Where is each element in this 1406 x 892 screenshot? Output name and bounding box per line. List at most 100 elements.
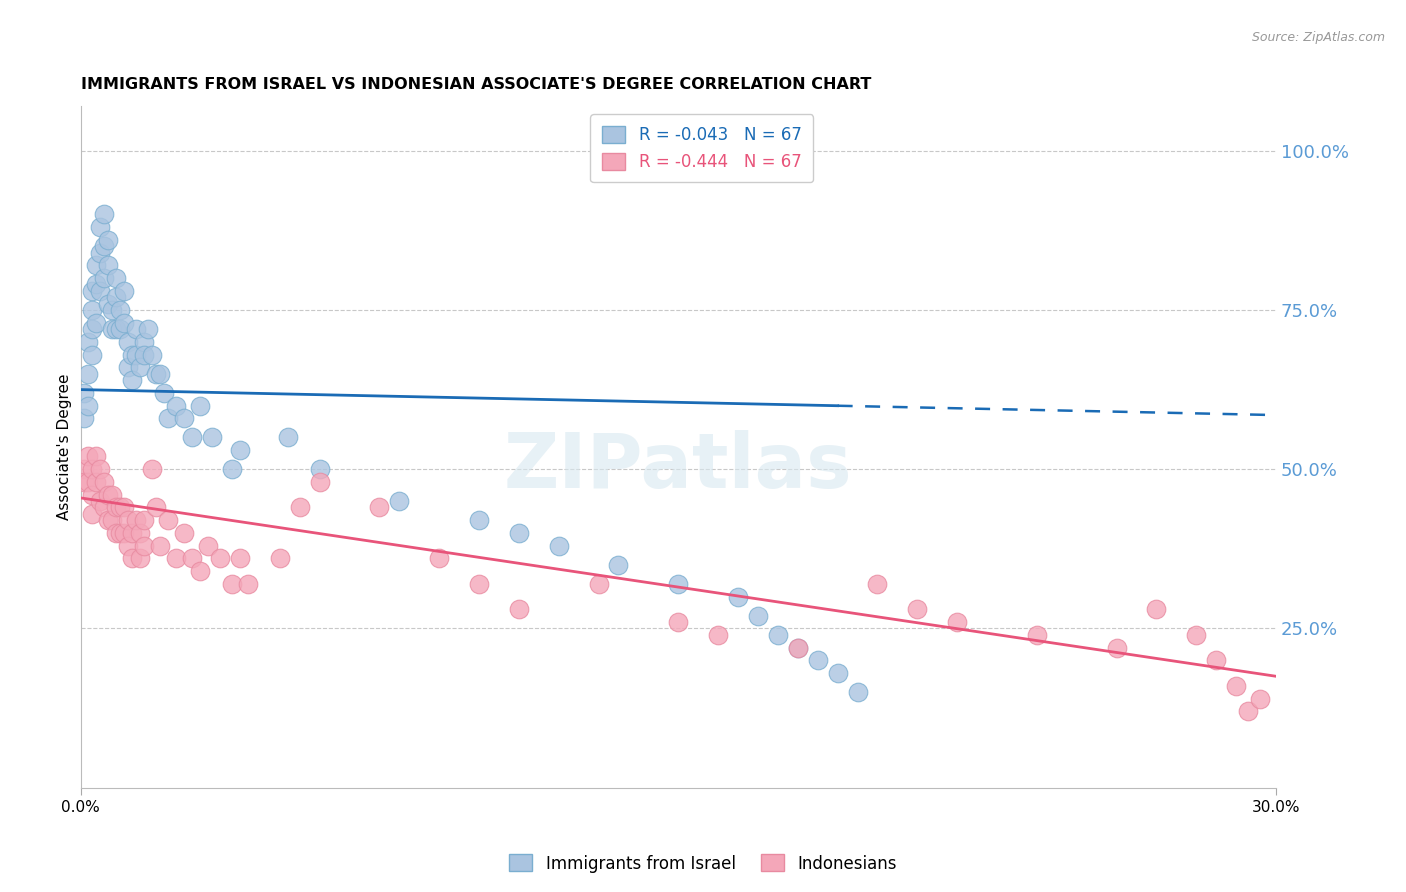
Point [173, 411, 195, 425]
Point [89, 494, 111, 508]
Point [121, 347, 143, 361]
Point [105, 525, 128, 540]
Point [1249, 691, 1271, 706]
Point [547, 539, 569, 553]
Legend: R = -0.043   N = 67, R = -0.444   N = 67: R = -0.043 N = 67, R = -0.444 N = 67 [591, 114, 813, 183]
Point [866, 577, 889, 591]
Point [97, 233, 120, 247]
Legend: Immigrants from Israel, Indonesians: Immigrants from Israel, Indonesians [502, 847, 904, 880]
Point [229, 551, 252, 566]
Point [117, 539, 139, 553]
Point [766, 628, 789, 642]
Point [112, 525, 135, 540]
Point [82, 322, 104, 336]
Point [707, 628, 730, 642]
Text: ZIPatlas: ZIPatlas [503, 430, 852, 504]
Point [508, 602, 530, 616]
Point [93, 500, 115, 515]
Point [77, 334, 100, 349]
Point [165, 551, 187, 566]
Point [125, 513, 148, 527]
Point [181, 430, 204, 444]
Point [208, 551, 231, 566]
Point [89, 245, 111, 260]
Point [121, 373, 143, 387]
Point [105, 290, 128, 304]
Point [666, 577, 689, 591]
Point [101, 488, 124, 502]
Point [141, 347, 163, 361]
Point [86, 316, 108, 330]
Point [134, 539, 156, 553]
Point [827, 666, 849, 681]
Point [105, 271, 128, 285]
Point [77, 475, 100, 489]
Point [388, 494, 411, 508]
Point [73, 475, 96, 489]
Point [1185, 628, 1208, 642]
Point [101, 513, 124, 527]
Point [181, 551, 204, 566]
Point [173, 525, 195, 540]
Point [277, 430, 299, 444]
Point [93, 271, 115, 285]
Text: Source: ZipAtlas.com: Source: ZipAtlas.com [1251, 31, 1385, 45]
Point [97, 513, 120, 527]
Point [121, 525, 143, 540]
Point [97, 259, 120, 273]
Point [73, 385, 96, 400]
Point [153, 385, 176, 400]
Point [110, 302, 132, 317]
Point [468, 513, 491, 527]
Point [117, 513, 139, 527]
Point [77, 367, 100, 381]
Point [86, 277, 108, 292]
Point [101, 322, 124, 336]
Point [221, 577, 243, 591]
Point [82, 284, 104, 298]
Text: IMMIGRANTS FROM ISRAEL VS INDONESIAN ASSOCIATE'S DEGREE CORRELATION CHART: IMMIGRANTS FROM ISRAEL VS INDONESIAN ASS… [80, 78, 870, 93]
Point [73, 462, 96, 476]
Point [786, 640, 808, 655]
Point [86, 259, 108, 273]
Point [125, 322, 148, 336]
Point [846, 685, 869, 699]
Point [82, 462, 104, 476]
Point [141, 462, 163, 476]
Point [77, 399, 100, 413]
Point [1105, 640, 1128, 655]
Point [110, 322, 132, 336]
Point [93, 239, 115, 253]
Point [110, 525, 132, 540]
Point [112, 500, 135, 515]
Point [112, 316, 135, 330]
Point [368, 500, 391, 515]
Point [188, 564, 211, 578]
Point [101, 302, 124, 317]
Y-axis label: Associate's Degree: Associate's Degree [58, 374, 72, 520]
Point [288, 500, 311, 515]
Point [229, 443, 252, 458]
Point [134, 347, 156, 361]
Point [136, 322, 159, 336]
Point [89, 220, 111, 235]
Point [946, 615, 969, 629]
Point [236, 577, 259, 591]
Point [157, 411, 180, 425]
Point [1205, 653, 1227, 667]
Point [145, 367, 167, 381]
Point [125, 347, 148, 361]
Point [165, 399, 187, 413]
Point [188, 399, 211, 413]
Point [89, 284, 111, 298]
Point [129, 360, 152, 375]
Point [89, 462, 111, 476]
Point [308, 462, 330, 476]
Point [93, 475, 115, 489]
Point [149, 367, 172, 381]
Point [117, 334, 139, 349]
Point [105, 322, 128, 336]
Point [82, 302, 104, 317]
Point [112, 284, 135, 298]
Point [308, 475, 330, 489]
